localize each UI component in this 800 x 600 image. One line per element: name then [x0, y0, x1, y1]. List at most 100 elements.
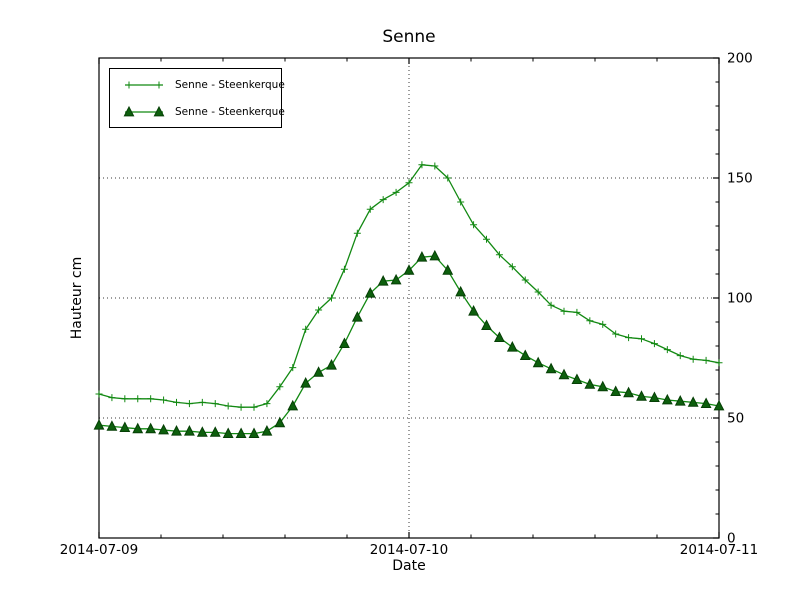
plus-marker — [237, 403, 245, 411]
plus-marker — [315, 306, 323, 314]
triangle-marker — [326, 359, 337, 370]
triangle-marker — [274, 416, 286, 428]
triangle-marker — [648, 391, 660, 403]
triangle-marker — [123, 105, 135, 116]
plus-marker — [121, 395, 129, 403]
plus-marker — [276, 383, 284, 391]
triangle-marker — [158, 423, 170, 435]
triangle-marker — [338, 337, 350, 349]
triangle-marker — [442, 264, 454, 275]
triangle-marker — [674, 395, 686, 406]
triangle-marker — [209, 426, 221, 437]
triangle-marker — [610, 385, 622, 397]
plus-marker — [547, 301, 555, 309]
plus-marker — [521, 276, 529, 284]
plus-marker — [185, 400, 193, 408]
triangle-marker — [364, 287, 376, 298]
legend: Senne - Steenkerque Senne - Steenkerque — [109, 68, 285, 128]
triangle-marker — [300, 377, 312, 388]
plus-marker — [612, 330, 620, 338]
plus-marker — [353, 229, 361, 237]
plus-marker — [392, 188, 400, 196]
triangle-marker — [235, 427, 247, 439]
triangle-marker — [390, 273, 402, 285]
plus-marker — [650, 340, 658, 348]
triangle-marker — [584, 378, 596, 389]
plus-marker — [689, 355, 697, 363]
triangle-marker — [506, 341, 518, 352]
triangle-marker — [145, 422, 157, 434]
plus-marker — [125, 81, 133, 88]
plus-marker — [134, 395, 142, 403]
plus-marker — [160, 396, 168, 404]
triangle-marker — [623, 386, 635, 398]
plus-marker — [715, 359, 723, 367]
triangle-marker — [183, 425, 195, 436]
triangle-marker — [403, 264, 415, 275]
plus-marker — [638, 335, 645, 343]
legend-label: Senne - Steenkerque — [175, 105, 285, 118]
triangle-marker — [700, 397, 712, 409]
triangle-marker — [287, 399, 299, 411]
triangle-marker — [377, 275, 389, 286]
plus-marker — [599, 320, 607, 328]
plus-marker — [444, 174, 452, 182]
y-tick-label: 0 — [727, 531, 736, 547]
triangle-marker — [119, 421, 131, 433]
plus-marker — [431, 162, 439, 170]
triangle-marker — [571, 373, 583, 385]
triangle-marker — [93, 419, 105, 430]
x-axis-label: Date — [392, 558, 426, 574]
triangle-line-legend-key-icon — [123, 105, 165, 116]
plus-marker — [418, 161, 426, 169]
y-tick-label: 200 — [727, 51, 753, 67]
plus-marker — [108, 394, 116, 402]
plus-marker — [95, 390, 103, 398]
triangle-marker — [493, 331, 505, 343]
plus-marker — [155, 81, 163, 88]
plus-marker — [289, 364, 297, 372]
plus-marker — [328, 294, 335, 302]
plus-marker — [702, 356, 710, 364]
x-tick-label: 2014-07-09 — [60, 542, 138, 558]
triangle-marker — [661, 393, 673, 405]
plus-marker — [663, 346, 671, 354]
triangle-marker — [171, 425, 182, 436]
triangle-marker — [597, 380, 609, 392]
plus-marker — [625, 334, 633, 342]
triangle-marker — [106, 420, 118, 431]
plus-marker — [586, 317, 594, 325]
triangle-marker — [687, 396, 699, 407]
plus-marker — [302, 325, 310, 333]
plus-marker — [573, 308, 581, 316]
plus-marker — [340, 265, 348, 273]
triangle-marker — [313, 366, 325, 377]
plus-marker — [250, 403, 258, 411]
triangle-marker — [468, 305, 480, 316]
plus-marker — [508, 263, 516, 271]
plus-marker — [495, 251, 503, 259]
plus-marker — [366, 205, 374, 213]
triangle-marker — [132, 422, 144, 434]
triangle-marker — [248, 427, 260, 439]
triangle-marker — [481, 319, 492, 331]
triangle-marker — [429, 249, 441, 261]
plus-marker — [560, 307, 568, 315]
plus-line-legend-key-icon — [125, 81, 163, 88]
triangle-marker — [519, 349, 531, 361]
triangle-marker — [455, 285, 467, 297]
plus-marker — [457, 198, 465, 206]
triangle-marker — [196, 426, 208, 437]
y-tick-label: 50 — [727, 411, 744, 427]
legend-label: Senne - Steenkerque — [175, 78, 285, 91]
triangle-marker — [222, 427, 234, 439]
plus-marker — [263, 400, 271, 408]
plus-marker — [173, 398, 180, 406]
triangle-marker — [416, 251, 428, 262]
triangle-marker — [713, 399, 725, 411]
triangle-marker — [545, 362, 557, 374]
plus-marker — [224, 402, 232, 410]
y-tick-label: 100 — [727, 291, 753, 307]
